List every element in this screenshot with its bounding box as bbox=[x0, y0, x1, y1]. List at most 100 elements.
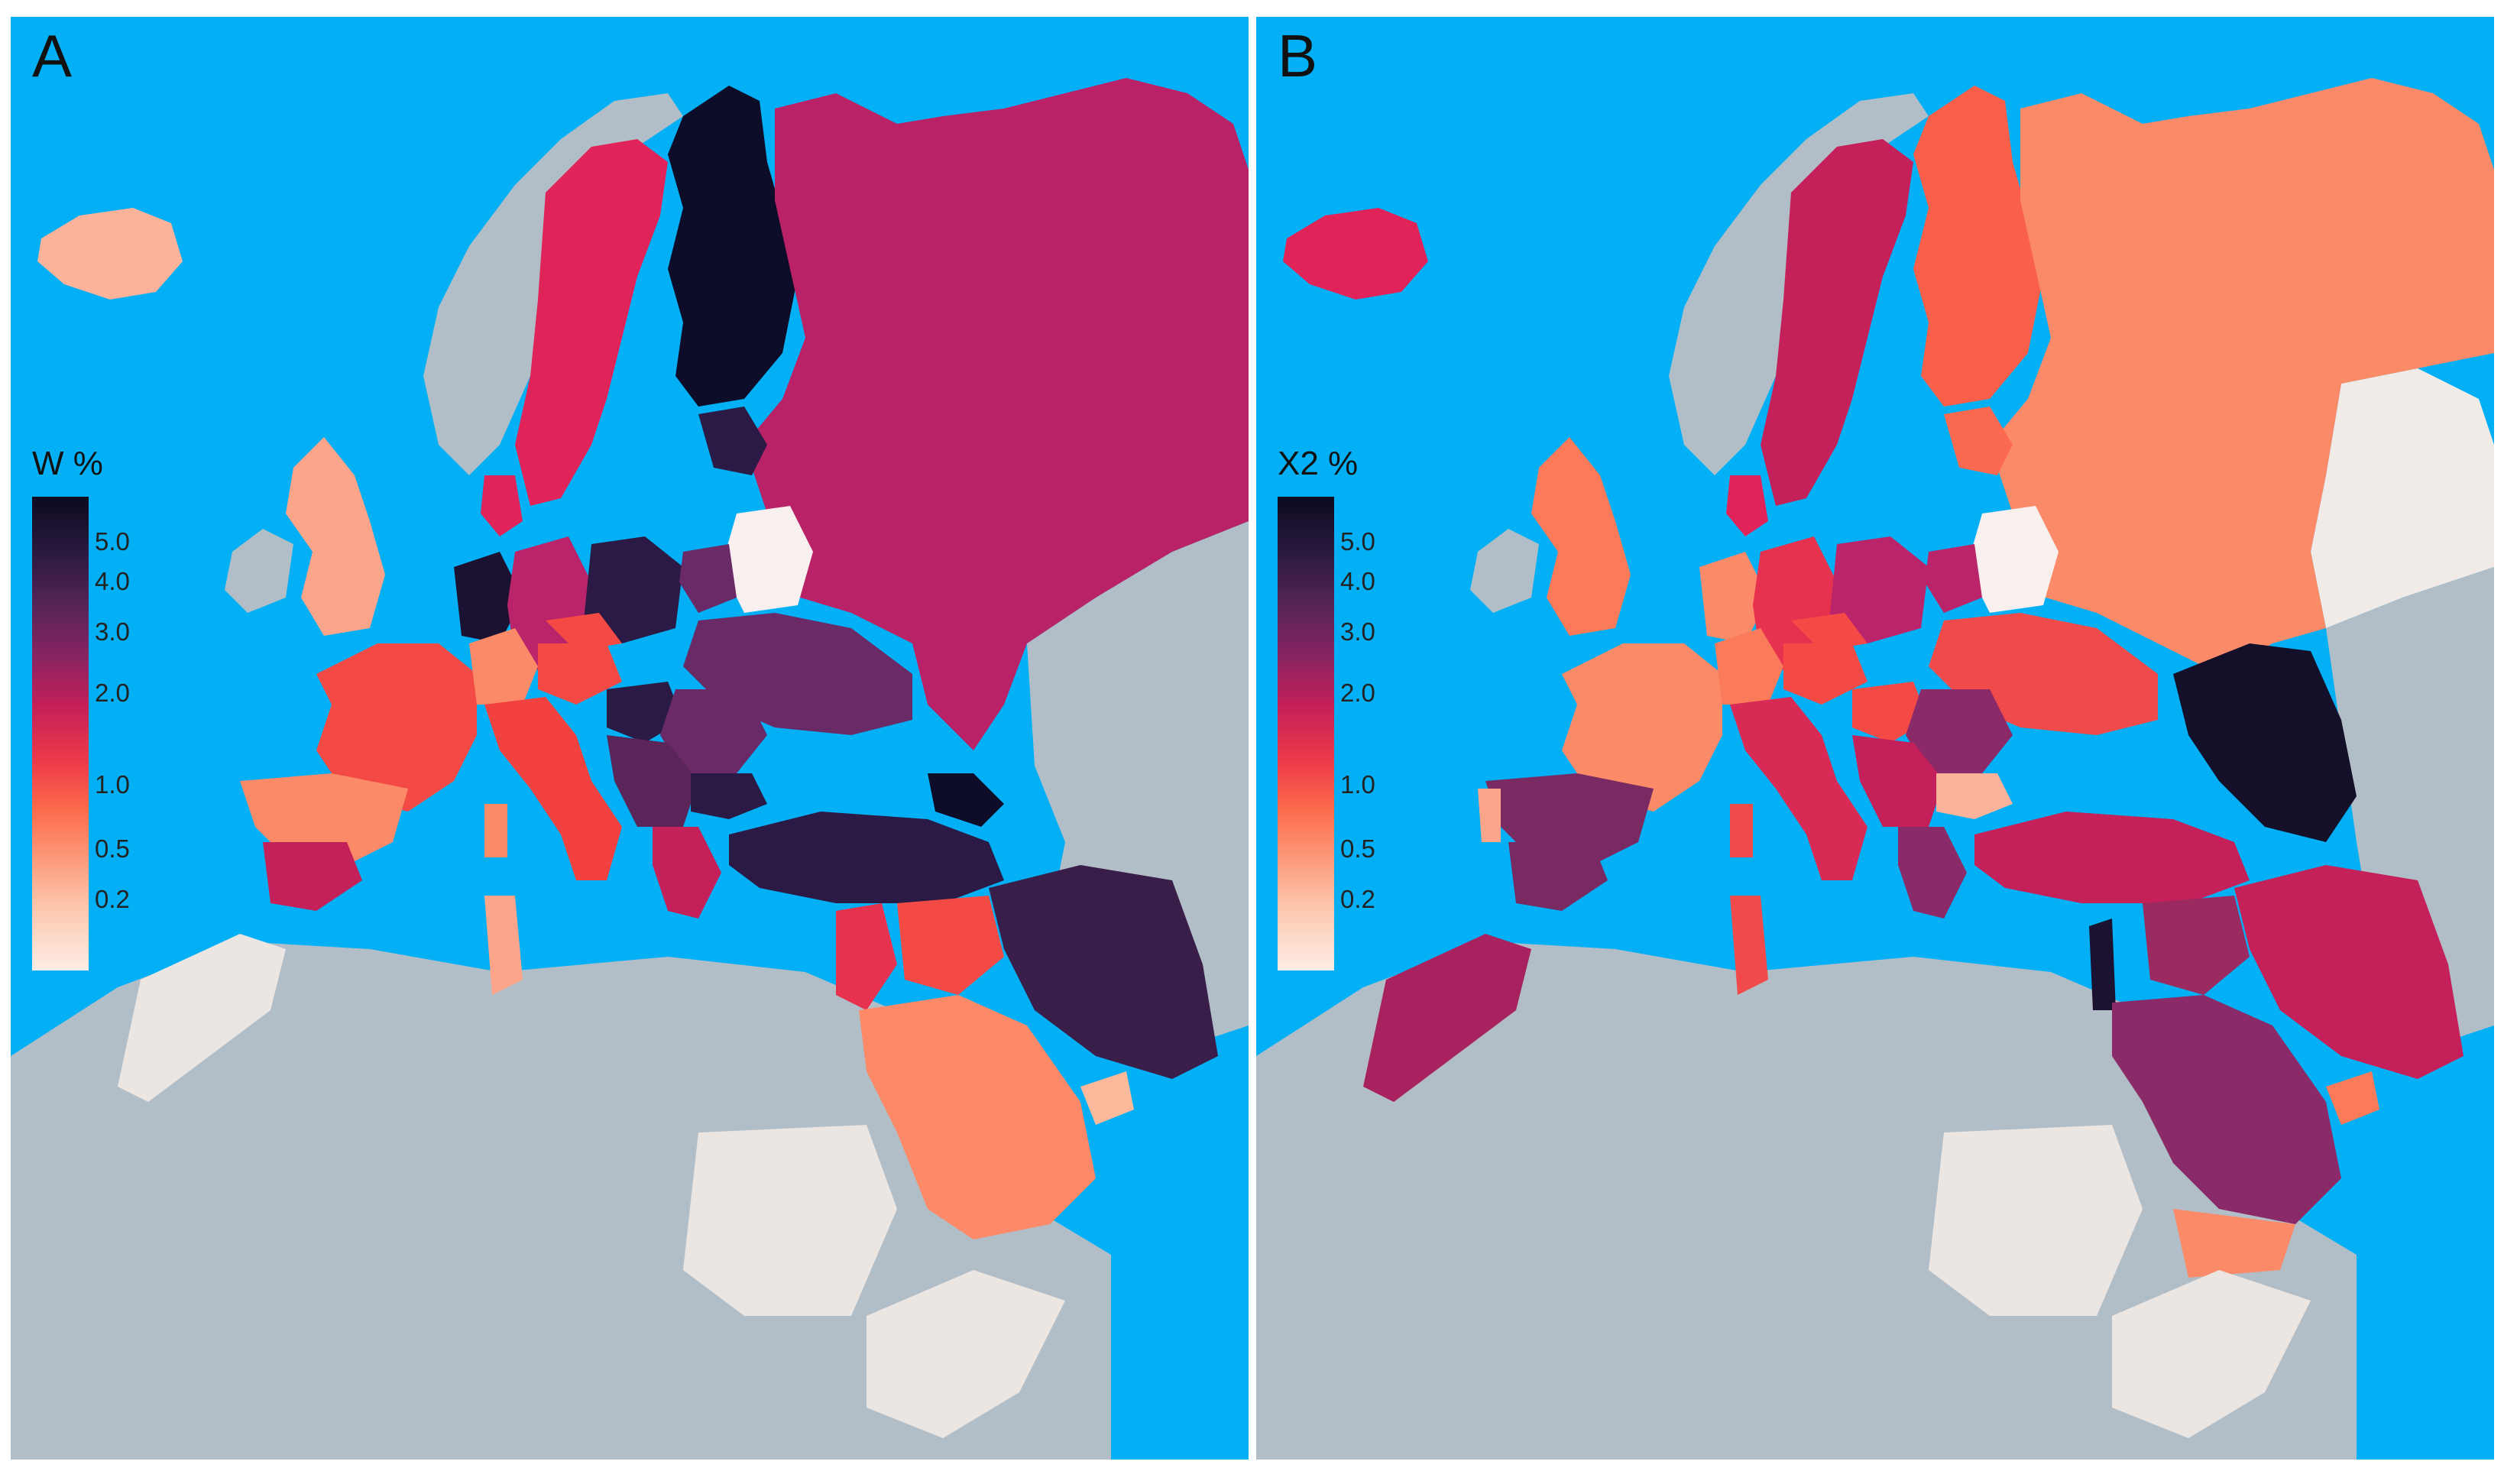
region-switzerland bbox=[1715, 628, 1783, 705]
color-legend: W % 5.0 4.0 3.0 2.0 1.0 0.5 0.2 bbox=[32, 445, 223, 995]
region-turkey bbox=[729, 812, 1004, 903]
region-andalusia bbox=[263, 842, 362, 911]
map-panel-b: B X2 % 5.0 4.0 3.0 2.0 1.0 0.5 0.2 bbox=[1256, 17, 2494, 1460]
region-horn bbox=[867, 1270, 1065, 1438]
central-asia-nodata bbox=[2326, 567, 2494, 1041]
region-uk bbox=[1531, 437, 1631, 636]
ireland bbox=[1470, 529, 1539, 613]
region-czech bbox=[546, 613, 622, 651]
legend-tick-label: 0.5 bbox=[1340, 834, 1375, 863]
region-baltics bbox=[698, 407, 767, 475]
legend-tick-label: 0.5 bbox=[95, 834, 130, 863]
region-iran bbox=[989, 865, 1218, 1079]
region-balkans bbox=[1852, 735, 1944, 827]
region-portugal bbox=[1478, 789, 1501, 842]
region-morocco bbox=[118, 934, 286, 1102]
choropleth-map bbox=[1256, 78, 2494, 1460]
panel-label: B bbox=[1278, 22, 1318, 89]
region-czech bbox=[1791, 613, 1868, 651]
region-poland bbox=[1829, 536, 1929, 643]
ireland bbox=[225, 529, 293, 613]
region-balkans bbox=[607, 735, 698, 827]
region-finland bbox=[668, 86, 798, 407]
region-caucasus bbox=[928, 773, 1004, 827]
legend-tick-label: 5.0 bbox=[95, 527, 130, 556]
legend-colorbar bbox=[1278, 497, 1334, 970]
region-levant bbox=[2089, 919, 2116, 1010]
legend-tick-label: 0.2 bbox=[1340, 885, 1375, 913]
region-tunisia bbox=[484, 896, 523, 995]
legend-tick-label: 0.2 bbox=[95, 885, 130, 913]
region-sudan bbox=[1929, 1125, 2143, 1316]
region-belarus bbox=[1967, 506, 2059, 613]
region-italy bbox=[1730, 697, 1868, 880]
legend-tick-label: 5.0 bbox=[1340, 527, 1375, 556]
region-oman bbox=[2326, 1071, 2379, 1125]
region-austria bbox=[1783, 643, 1868, 705]
region-france bbox=[1562, 643, 1722, 812]
legend-tick-label: 4.0 bbox=[95, 567, 130, 595]
region-baltics bbox=[1944, 407, 2013, 475]
legend-tick-label: 2.0 bbox=[1340, 679, 1375, 707]
region-yemen bbox=[2173, 1209, 2295, 1278]
region-caucasus bbox=[2173, 643, 2357, 842]
region-denmark bbox=[481, 475, 523, 536]
region-oman bbox=[1080, 1071, 1134, 1125]
map-panel-a: A W % 5.0 4.0 3.0 2.0 1.0 0.5 0.2 bbox=[11, 17, 1249, 1460]
region-sardinia bbox=[484, 804, 507, 857]
region-france bbox=[316, 643, 477, 812]
region-lithuania bbox=[1925, 544, 1982, 613]
region-denmark bbox=[1726, 475, 1768, 536]
africa-landmass bbox=[11, 941, 1111, 1460]
region-belarus bbox=[721, 506, 813, 613]
region-iran bbox=[2234, 865, 2464, 1079]
region-romania bbox=[1906, 689, 2013, 773]
region-netherlands bbox=[454, 552, 523, 643]
scandinavia-norway bbox=[423, 93, 683, 475]
region-romania bbox=[660, 689, 767, 773]
region-greece bbox=[1898, 827, 1967, 919]
region-horn bbox=[2112, 1270, 2311, 1438]
region-iraq bbox=[897, 896, 1004, 995]
region-iraq bbox=[2143, 896, 2250, 995]
region-sweden bbox=[515, 139, 668, 506]
region-finland bbox=[1913, 86, 2043, 407]
legend-title: X2 % bbox=[1278, 445, 1359, 482]
region-andalusia bbox=[1508, 842, 1608, 911]
region-iceland bbox=[37, 208, 183, 300]
region-sudan bbox=[683, 1125, 897, 1316]
region-poland bbox=[584, 536, 683, 643]
region-greece bbox=[653, 827, 721, 919]
region-italy bbox=[484, 697, 622, 880]
scandinavia-norway bbox=[1669, 93, 1929, 475]
region-russia bbox=[744, 78, 1249, 750]
legend-tick-label: 1.0 bbox=[1340, 770, 1375, 799]
region-uk bbox=[286, 437, 385, 636]
region-kazakh bbox=[2311, 368, 2494, 628]
region-austria bbox=[538, 643, 622, 705]
region-russia bbox=[1990, 78, 2494, 674]
legend-tick-label: 2.0 bbox=[95, 679, 130, 707]
region-arabia bbox=[2112, 995, 2341, 1224]
region-sardinia bbox=[1730, 804, 1753, 857]
legend-tick-label: 1.0 bbox=[95, 770, 130, 799]
legend-colorbar bbox=[32, 497, 89, 970]
region-levant bbox=[836, 903, 897, 1010]
region-netherlands bbox=[1699, 552, 1768, 643]
region-morocco bbox=[1363, 934, 1531, 1102]
region-lithuania bbox=[679, 544, 737, 613]
region-turkey bbox=[1974, 812, 2250, 903]
region-bulgaria bbox=[691, 773, 767, 819]
region-sweden bbox=[1761, 139, 1913, 506]
region-switzerland bbox=[469, 628, 538, 705]
africa-landmass bbox=[1256, 941, 2357, 1460]
legend-title: W % bbox=[32, 445, 103, 482]
region-arabia bbox=[859, 995, 1096, 1239]
color-legend: X2 % 5.0 4.0 3.0 2.0 1.0 0.5 0.2 bbox=[1278, 445, 1469, 995]
region-iceland bbox=[1283, 208, 1428, 300]
choropleth-map bbox=[11, 78, 1249, 1460]
legend-tick-label: 3.0 bbox=[95, 617, 130, 646]
legend-tick-label: 3.0 bbox=[1340, 617, 1375, 646]
panel-label: A bbox=[32, 22, 73, 89]
region-bulgaria bbox=[1936, 773, 2013, 819]
